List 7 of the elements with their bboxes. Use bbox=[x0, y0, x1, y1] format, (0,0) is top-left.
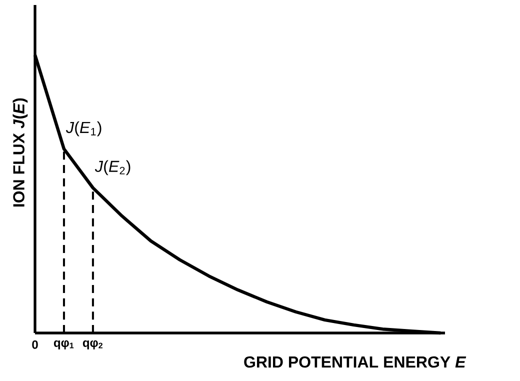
annotation: J(E$_{1}$) bbox=[66, 121, 102, 136]
annotation: J(E$_{2}$) bbox=[94, 160, 130, 176]
x-tick-label: qφ$_{2}$ bbox=[82, 340, 102, 350]
x-tick-label: qφ$_{1}$ bbox=[54, 340, 74, 350]
x-axis-title: GRID POTENTIAL ENERGY E bbox=[244, 356, 466, 368]
x-tick-label: 0 bbox=[32, 340, 38, 349]
y-axis-title: ION FLUX J(E) bbox=[12, 98, 28, 207]
